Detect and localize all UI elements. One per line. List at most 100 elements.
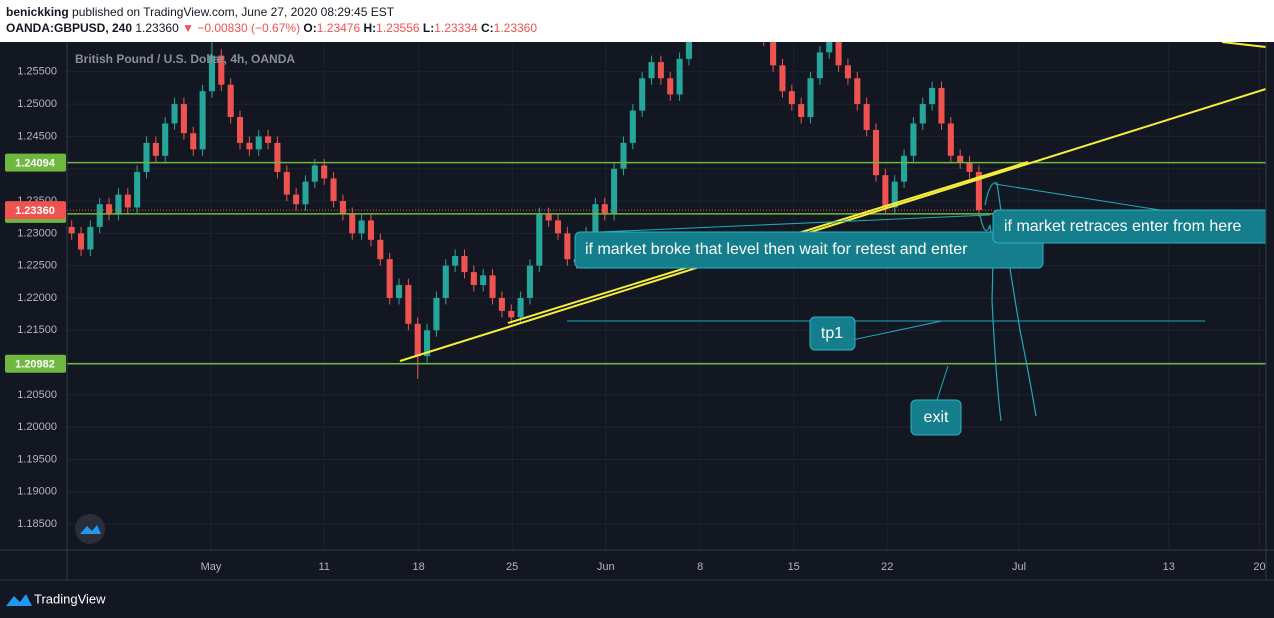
candle-body: [96, 204, 103, 227]
note-box: [574, 231, 1044, 269]
candle-body: [405, 285, 412, 324]
y-tick-label: 1.21500: [17, 324, 57, 336]
ohlc-label: H:: [363, 21, 377, 35]
y-tick-label: 1.23000: [17, 227, 57, 239]
note-box: [910, 399, 962, 436]
note: tp1: [821, 325, 843, 342]
candle-body: [274, 142, 281, 172]
y-tick-label: 1.22000: [17, 292, 57, 304]
candle-body: [208, 55, 216, 92]
y-tick-label: 1.22500: [17, 260, 57, 272]
y-tick-label: 1.20500: [17, 389, 57, 401]
candle-body: [601, 204, 608, 214]
last: 1.23360: [135, 21, 179, 35]
trendline: [399, 88, 1266, 362]
projection: [979, 214, 1002, 422]
ohlc-label: L:: [422, 21, 435, 35]
x-tick-label: Jun: [597, 561, 615, 573]
ohlc-value: 1.23476: [316, 21, 361, 35]
author: benickking: [6, 5, 69, 19]
logo-badge: [75, 514, 105, 544]
candle-body: [910, 123, 917, 156]
candle-body: [321, 165, 328, 179]
y-tick-label: 1.20000: [17, 421, 57, 433]
candle-body: [854, 78, 861, 105]
candle-body: [705, 0, 711, 7]
price-tag: [5, 153, 66, 172]
x-tick-label: 15: [788, 561, 800, 573]
candle-body: [461, 255, 468, 273]
price-tag: [5, 201, 66, 220]
candle-body: [564, 233, 571, 260]
candle-body: [536, 213, 543, 266]
candle-body: [723, 0, 729, 1]
candle-body: [798, 104, 805, 118]
candle-body: [433, 297, 440, 331]
candle-body: [106, 204, 113, 214]
candle-body: [611, 168, 618, 214]
symbol: OANDA:GBPUSD, 240: [6, 21, 133, 35]
candle-body: [761, 14, 767, 40]
candle-body: [395, 285, 403, 298]
candle-body: [452, 255, 459, 266]
candle-body: [246, 142, 253, 150]
note-box: [809, 316, 856, 351]
y-tick-label: 1.25000: [17, 98, 57, 110]
ohlc-value: 1.23360: [493, 21, 538, 35]
candle-body: [826, 42, 833, 53]
candle-body: [236, 117, 244, 143]
ohlc-value: 1.23556: [376, 21, 420, 35]
candle-body: [424, 330, 431, 357]
x-tick-label: May: [201, 561, 222, 573]
price-tag: [5, 354, 66, 373]
candle-body: [807, 78, 814, 118]
x-tick-label: 8: [697, 561, 703, 573]
pointer: [994, 183, 1161, 211]
candle-body: [470, 272, 477, 286]
candle-body: [676, 58, 683, 95]
candle-body: [227, 84, 234, 118]
y-tick-label: 1.18500: [17, 518, 57, 530]
note: if market broke that level then wait for…: [585, 241, 968, 258]
candle-body: [377, 239, 384, 260]
ohlc-label: C:: [480, 21, 494, 35]
candle-body: [620, 142, 627, 169]
candle-body: [554, 220, 562, 234]
candle-body: [938, 87, 945, 124]
candle-body: [180, 104, 187, 134]
candle-body: [929, 87, 936, 105]
candle-body: [863, 104, 870, 130]
x-tick-label: 25: [506, 561, 518, 573]
candle-body: [788, 91, 795, 105]
candle-body: [517, 297, 524, 318]
note-box: [992, 209, 1266, 244]
note: exit: [924, 409, 949, 426]
candle-body: [648, 62, 655, 79]
x-tick-label: 13: [1163, 561, 1175, 573]
candle-body: [685, 42, 692, 59]
candle-body: [742, 0, 748, 1]
candle-body: [162, 123, 169, 156]
publish-line: benickking published on TradingView.com,…: [6, 5, 394, 20]
x-tick-label: 18: [413, 561, 425, 573]
candle-body: [124, 194, 131, 208]
candle-body: [255, 136, 262, 150]
candle-body: [349, 213, 356, 234]
candle-body: [134, 171, 141, 208]
candle-body: [891, 181, 898, 208]
y-tick-label: 1.19500: [17, 453, 57, 465]
candle-body: [330, 178, 337, 202]
candle-body: [545, 213, 552, 221]
note: if market retraces enter from here: [1004, 218, 1242, 235]
candle-body: [695, 7, 701, 26]
candle-body: [629, 110, 636, 143]
price-tag-label: 1.24094: [15, 158, 56, 170]
candle-body: [367, 220, 374, 240]
candle-body: [218, 55, 225, 85]
candle-body: [171, 104, 178, 124]
pointer: [936, 365, 949, 401]
candle-body: [489, 275, 496, 298]
candle-body: [947, 123, 954, 156]
candle-body: [68, 226, 75, 234]
candle-body: [714, 0, 720, 1]
